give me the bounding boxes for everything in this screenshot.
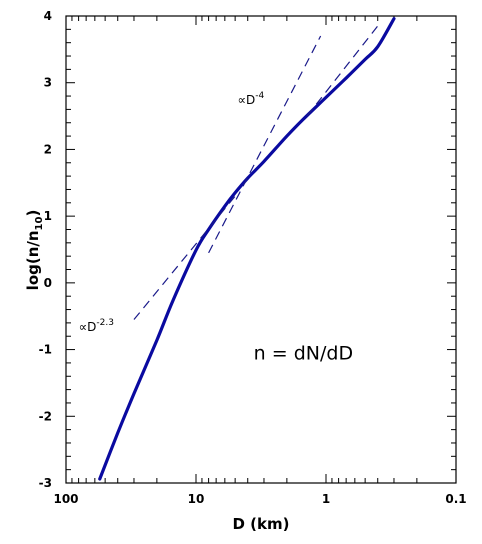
annotation-exponent: -2.3 — [96, 318, 114, 328]
series — [98, 17, 396, 481]
annotation-exponent: -4 — [255, 91, 264, 101]
y-tick-label: -2 — [39, 409, 52, 423]
y-tick-label: 0 — [44, 276, 52, 290]
y-axis-label-sub: 10 — [34, 216, 45, 230]
y-tick-label: 4 — [44, 9, 52, 23]
x-tick-label: 0.1 — [445, 492, 466, 506]
tick-labels: 100 10 1 0.1 -3 -2 -1 0 1 2 3 4 — [39, 9, 467, 506]
power-law-annotation: ∝D-4 — [237, 91, 264, 107]
x-tick-label: 100 — [53, 492, 78, 506]
y-axis-label-close: ) — [24, 210, 42, 217]
x-tick-label: 1 — [322, 492, 330, 506]
power-law-asymptote-2 — [208, 35, 322, 254]
plot-frame — [65, 15, 457, 484]
ticks — [65, 15, 457, 484]
power-law-asymptote-3 — [306, 25, 379, 117]
power-law-asymptote-1 — [133, 195, 236, 320]
annotations: ∝D-2.3∝D-4n = dN/dD — [79, 91, 354, 365]
y-tick-label: 1 — [44, 209, 52, 223]
y-tick-label: 2 — [44, 142, 52, 156]
power-law-annotation: ∝D-2.3 — [79, 318, 114, 334]
y-axis-label-main: log(n/n — [24, 230, 42, 290]
definition-annotation: n = dN/dD — [254, 343, 353, 365]
x-axis-label: D (km) — [233, 515, 290, 533]
y-tick-label: -3 — [39, 476, 52, 490]
size-distribution-curve — [98, 17, 396, 481]
y-axis-label: log(n/n10) — [24, 210, 45, 291]
y-tick-label: -1 — [39, 343, 52, 357]
x-tick-label: 10 — [188, 492, 205, 506]
y-tick-label: 3 — [44, 76, 52, 90]
annotation-base: ∝D — [79, 320, 97, 334]
annotation-base: ∝D — [237, 93, 255, 107]
